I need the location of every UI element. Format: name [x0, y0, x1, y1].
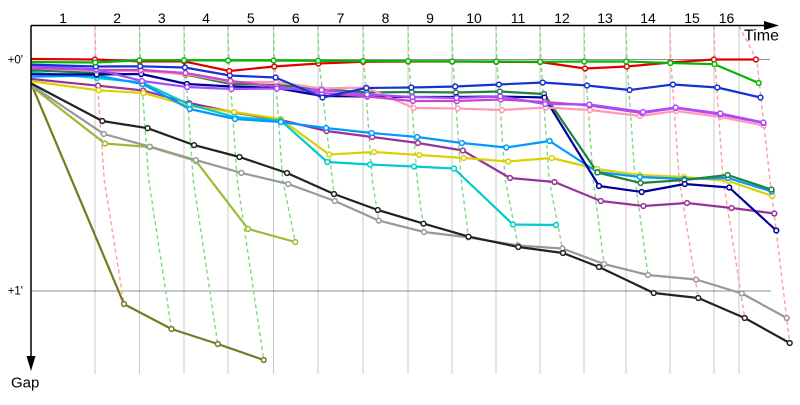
- svg-text:9: 9: [426, 10, 434, 26]
- svg-text:4: 4: [202, 10, 210, 26]
- svg-text:Time: Time: [744, 28, 779, 45]
- svg-text:2: 2: [113, 10, 121, 26]
- svg-text:15: 15: [684, 10, 700, 26]
- svg-text:14: 14: [640, 10, 656, 26]
- svg-text:+0': +0': [8, 55, 23, 67]
- svg-text:6: 6: [292, 10, 300, 26]
- svg-text:3: 3: [158, 10, 166, 26]
- svg-text:8: 8: [382, 10, 390, 26]
- svg-text:5: 5: [247, 10, 255, 26]
- svg-text:11: 11: [511, 10, 526, 26]
- svg-text:Gap: Gap: [11, 375, 39, 392]
- svg-text:+1': +1': [8, 286, 23, 298]
- svg-text:1: 1: [59, 10, 67, 26]
- svg-text:7: 7: [337, 10, 345, 26]
- svg-text:10: 10: [466, 10, 482, 26]
- svg-text:16: 16: [719, 10, 735, 26]
- svg-text:13: 13: [597, 10, 613, 26]
- svg-text:12: 12: [554, 10, 570, 26]
